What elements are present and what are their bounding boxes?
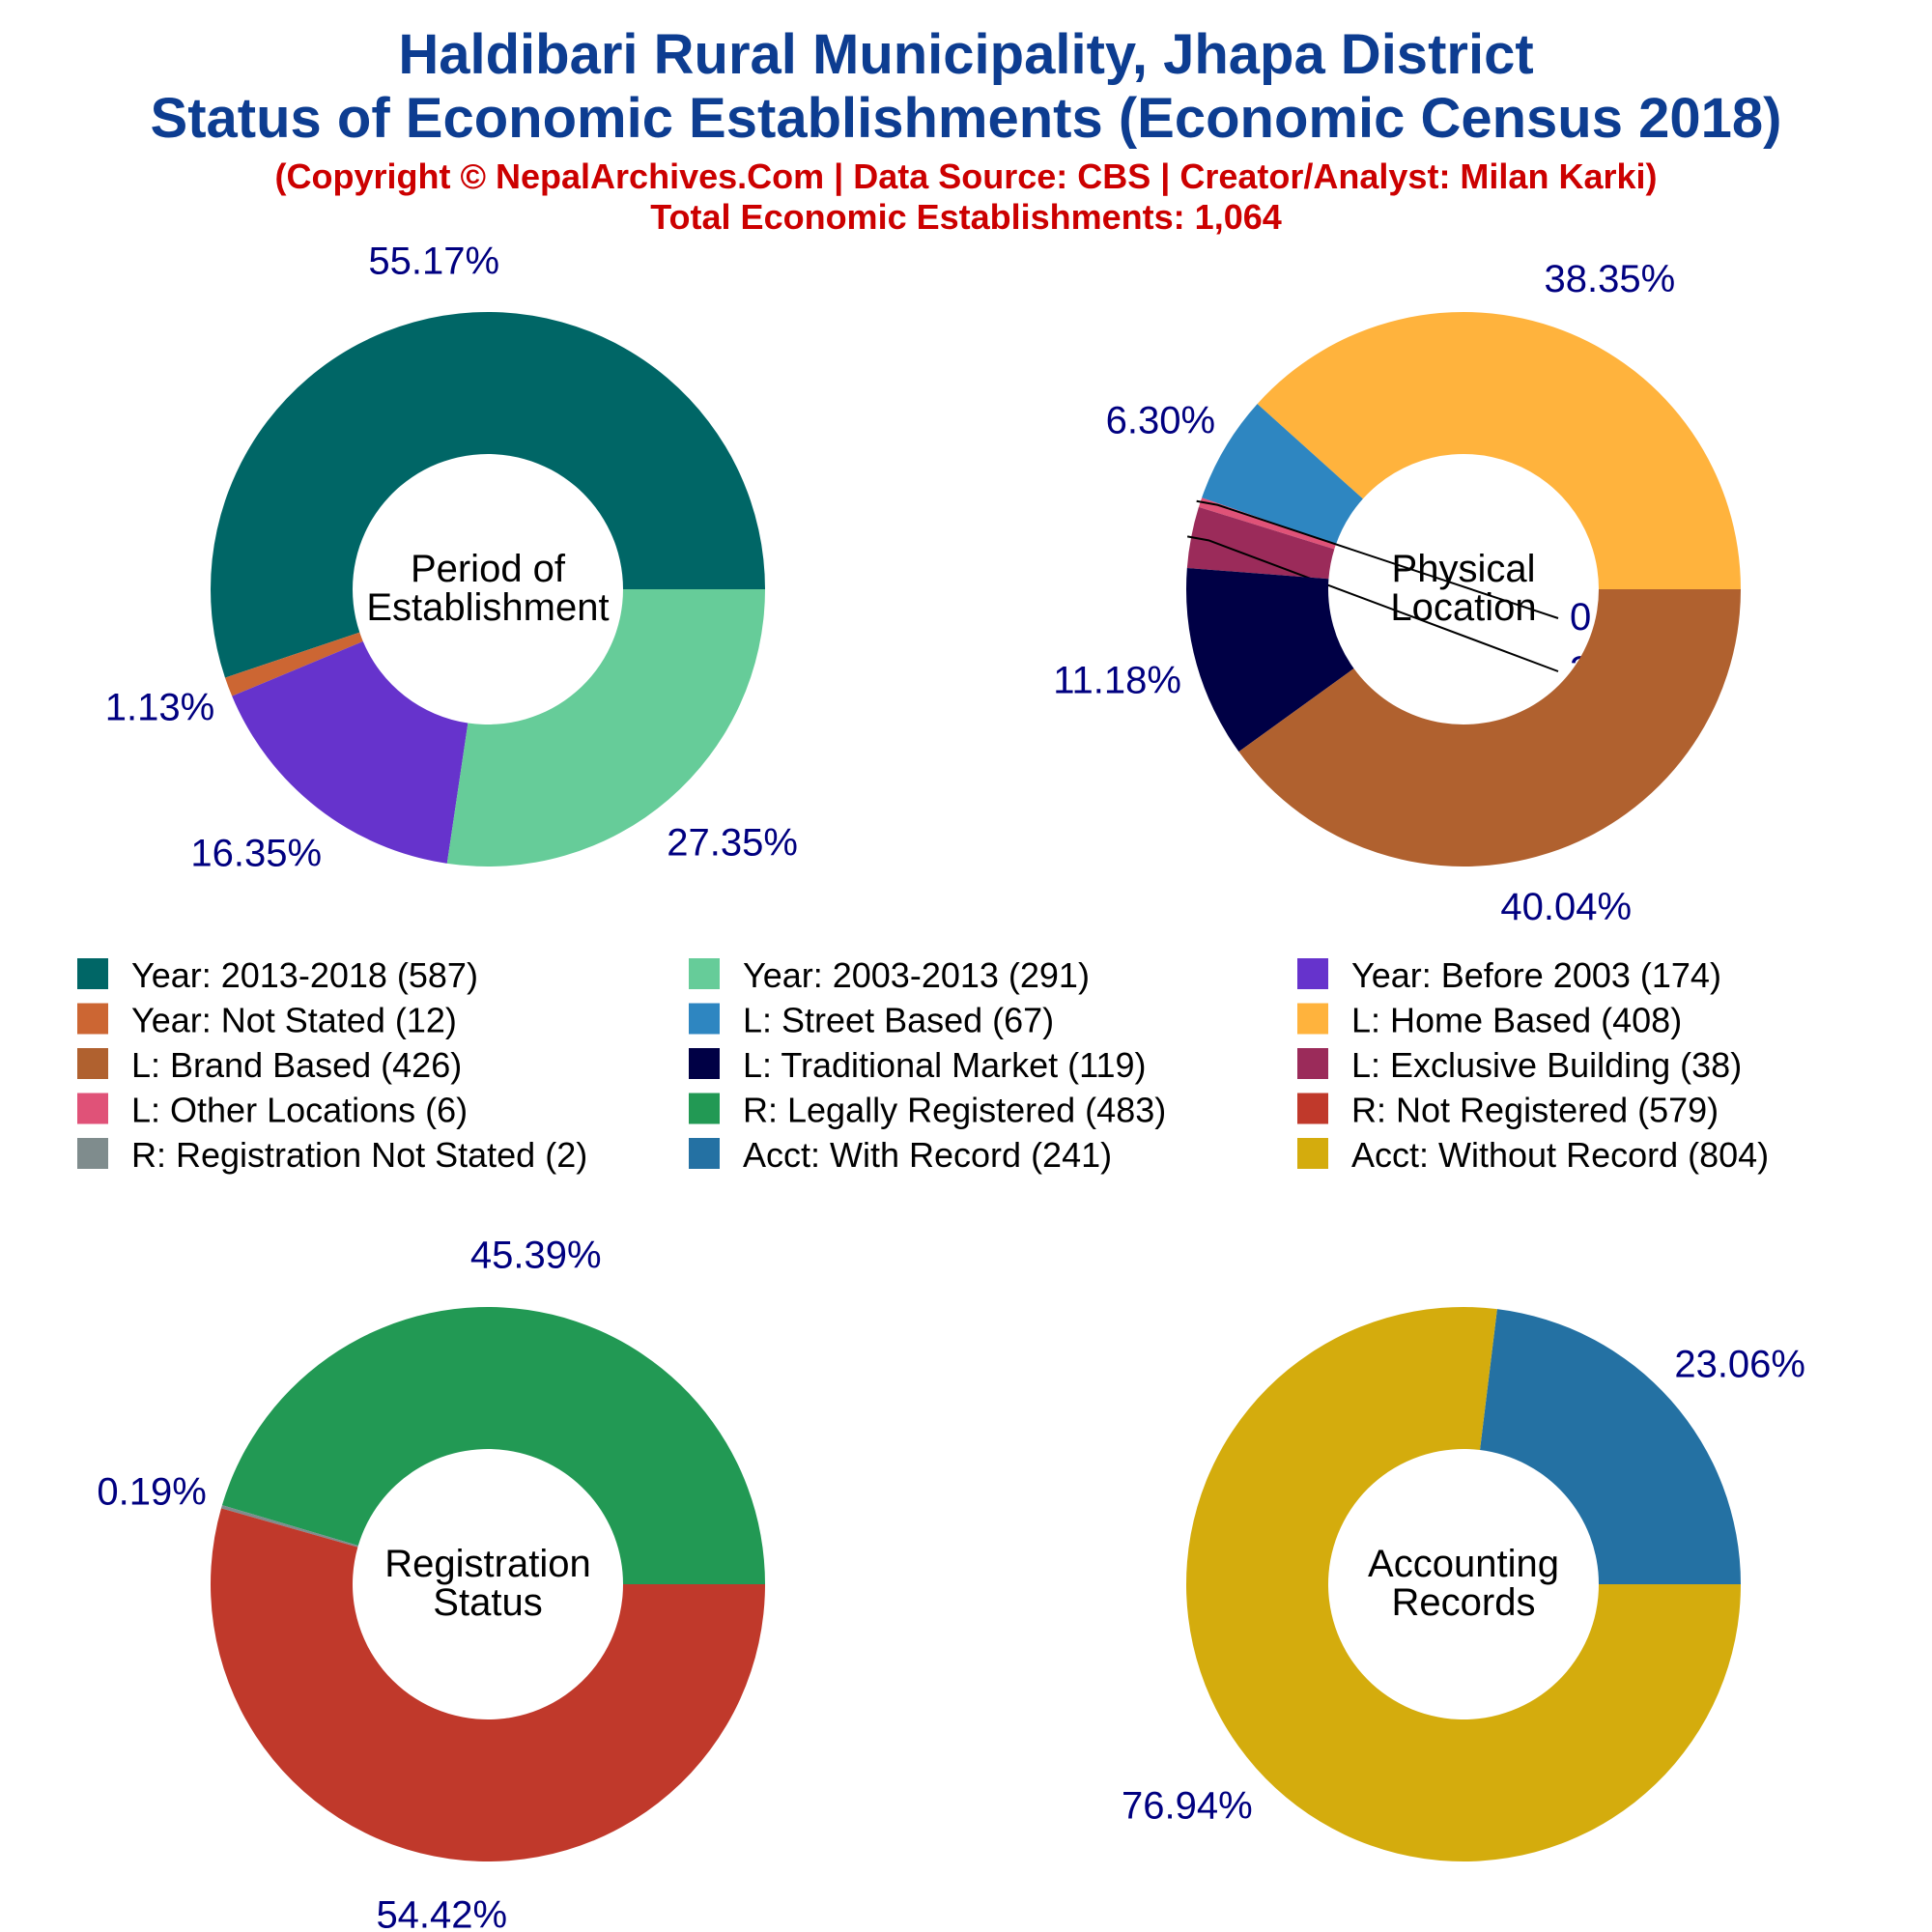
legend-item: R: Not Registered (579) xyxy=(1297,1091,1719,1130)
donut-slice xyxy=(446,589,765,867)
legend-item: Acct: With Record (241) xyxy=(689,1135,1112,1175)
slice-percent-label: 76.94% xyxy=(1122,1785,1253,1828)
donut-slice xyxy=(1257,312,1741,589)
legend: Year: 2013-2018 (587) Year: 2003-2013 (29… xyxy=(77,955,1769,1175)
donut-period: 55.17% 1.13% 16.35% 27.35% Period ofEstablis… xyxy=(105,241,798,875)
legend-swatch xyxy=(77,1003,108,1035)
slice-percent-label: 16.35% xyxy=(190,832,322,874)
slice-percent-label: 38.35% xyxy=(1545,258,1676,300)
legend-label: L: Brand Based (426) xyxy=(131,1045,462,1085)
donut-location: 38.35%6.30%0.56%3.57%11.18%40.04%Physica… xyxy=(1053,258,1741,928)
legend-label: R: Registration Not Stated (2) xyxy=(131,1135,587,1175)
donut-slice xyxy=(1186,1307,1741,1861)
chart-subtitle-line2: Total Economic Establishments: 1,064 xyxy=(650,197,1282,237)
legend-swatch xyxy=(689,1138,720,1169)
donut-slice xyxy=(1186,506,1335,580)
legend-item: L: Street Based (67) xyxy=(689,1001,1054,1040)
legend-item: Year: 2013-2018 (587) xyxy=(77,955,478,995)
donut-center-label: Accounting xyxy=(1368,1543,1559,1585)
legend-item: Year: Not Stated (12) xyxy=(77,1001,457,1040)
legend-swatch xyxy=(689,958,720,989)
donut-slice xyxy=(1186,567,1354,753)
legend-item: L: Home Based (408) xyxy=(1297,1001,1682,1040)
legend-item: R: Legally Registered (483) xyxy=(689,1091,1166,1130)
slice-percent-label: 40.04% xyxy=(1500,886,1632,928)
chart-title-line2: Status of Economic Establishments (Econo… xyxy=(151,87,1782,150)
donut-slice xyxy=(220,1505,358,1548)
legend-item: L: Exclusive Building (38) xyxy=(1297,1045,1742,1085)
slice-percent-label: 55.17% xyxy=(368,241,499,283)
donut-center-label: Location xyxy=(1390,586,1536,629)
donut-slice xyxy=(210,1508,765,1862)
legend-swatch xyxy=(689,1003,720,1035)
legend-label: Year: 2003-2013 (291) xyxy=(743,955,1090,995)
slice-percent-label: 1.13% xyxy=(105,687,214,729)
legend-label: Year: Before 2003 (174) xyxy=(1351,955,1721,995)
legend-item: R: Registration Not Stated (2) xyxy=(77,1135,587,1175)
legend-label: Year: 2013-2018 (587) xyxy=(131,955,478,995)
slice-percent-label: 0.19% xyxy=(97,1471,206,1514)
legend-swatch xyxy=(77,1093,108,1124)
label-leader-line xyxy=(1187,535,1559,672)
legend-swatch xyxy=(689,1093,720,1124)
slice-percent-label: 27.35% xyxy=(667,821,798,864)
donut-slice xyxy=(210,312,765,678)
donut-slice xyxy=(221,1307,765,1584)
legend-item: Year: Before 2003 (174) xyxy=(1297,955,1721,995)
donut-center-label: Establishment xyxy=(366,586,609,629)
legend-item: L: Other Locations (6) xyxy=(77,1091,468,1130)
legend-swatch xyxy=(1297,1003,1328,1035)
donut-center-label: Physical xyxy=(1392,548,1536,590)
legend-item: L: Brand Based (426) xyxy=(77,1045,462,1085)
donut-center-label: Status xyxy=(433,1581,542,1624)
legend-swatch xyxy=(1297,1048,1328,1079)
legend-label: Year: Not Stated (12) xyxy=(131,1001,457,1040)
legend-swatch xyxy=(77,1048,108,1079)
legend-item: Year: 2003-2013 (291) xyxy=(689,955,1090,995)
label-leader-line xyxy=(1196,499,1559,619)
donut-center-label: Period of xyxy=(411,548,566,590)
legend-swatch xyxy=(77,958,108,989)
legend-label: L: Home Based (408) xyxy=(1351,1001,1682,1040)
legend-label: R: Legally Registered (483) xyxy=(743,1091,1166,1130)
legend-swatch xyxy=(689,1048,720,1079)
slice-percent-label: 23.06% xyxy=(1674,1343,1805,1385)
legend-swatch xyxy=(1297,1093,1328,1124)
donut-center-label: Records xyxy=(1392,1581,1536,1624)
slice-percent-label: 11.18% xyxy=(1053,660,1181,702)
legend-swatch xyxy=(1297,1138,1328,1169)
legend-swatch xyxy=(77,1138,108,1169)
legend-label: L: Traditional Market (119) xyxy=(743,1045,1147,1085)
legend-label: L: Other Locations (6) xyxy=(131,1091,468,1130)
slice-percent-label: 54.42% xyxy=(376,1894,507,1932)
chart-subtitle-line1: (Copyright © NepalArchives.Com | Data So… xyxy=(275,156,1658,197)
legend-label: L: Street Based (67) xyxy=(743,1001,1054,1040)
legend-label: R: Not Registered (579) xyxy=(1351,1091,1719,1130)
donut-slice xyxy=(1480,1309,1741,1584)
legend-label: Acct: With Record (241) xyxy=(743,1135,1112,1175)
donut-slice xyxy=(232,640,469,864)
donut-charts: 55.17% 1.13% 16.35% 27.35% Period ofEstablis… xyxy=(97,241,1805,1932)
legend-item: Acct: Without Record (804) xyxy=(1297,1135,1769,1175)
legend-label: Acct: Without Record (804) xyxy=(1351,1135,1769,1175)
donut-slice xyxy=(1238,589,1741,867)
donut-slice xyxy=(1202,404,1363,545)
donut-slice xyxy=(225,632,363,696)
slice-percent-label: 6.30% xyxy=(1106,399,1215,441)
legend-swatch xyxy=(1297,958,1328,989)
slice-percent-label: 45.39% xyxy=(470,1235,602,1277)
legend-label: L: Exclusive Building (38) xyxy=(1351,1045,1742,1085)
donut-center-label: Registration xyxy=(384,1543,590,1585)
chart-title-line1: Haldibari Rural Municipality, Jhapa Dist… xyxy=(398,23,1533,86)
legend-item: L: Traditional Market (119) xyxy=(689,1045,1147,1085)
